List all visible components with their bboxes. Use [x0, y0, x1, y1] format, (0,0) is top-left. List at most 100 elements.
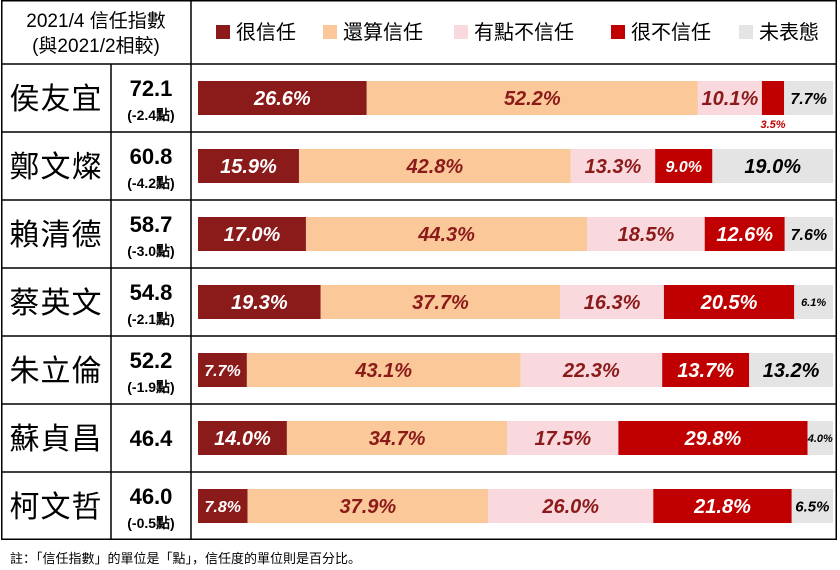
politician-name: 鄭文燦: [10, 150, 103, 185]
data-label: 12.6%: [716, 224, 773, 246]
data-label: 26.6%: [253, 88, 311, 110]
politician-name: 柯文哲: [10, 490, 103, 525]
legend-label: 很信任: [236, 21, 296, 44]
bar-segment: [560, 285, 664, 319]
bar-segment: [704, 217, 785, 251]
bar-segment: [198, 149, 299, 183]
bar-segment: [663, 285, 795, 319]
data-label: 16.3%: [584, 292, 641, 314]
trust-index-value: 46.4: [130, 426, 174, 451]
data-label: 22.3%: [562, 360, 620, 382]
data-label: 17.5%: [534, 428, 591, 450]
politician-name: 蘇貞昌: [10, 422, 103, 457]
politician-name: 侯友宜: [10, 82, 103, 117]
bar-segment: [697, 81, 762, 115]
politician-name: 朱立倫: [10, 354, 103, 389]
bar-segment: [784, 81, 833, 115]
legend-swatch: [323, 25, 337, 39]
data-label: 52.2%: [504, 88, 561, 110]
data-label: 13.3%: [585, 156, 642, 178]
politician-name: 賴清德: [10, 218, 103, 253]
data-label: 37.7%: [412, 292, 469, 314]
bar-segment: [655, 149, 713, 183]
data-label: 44.3%: [417, 224, 475, 246]
legend-swatch: [611, 25, 625, 39]
bar-segment: [320, 285, 561, 319]
chart-svg: 2021/4 信任指數 (與2021/2相較) 很信任 還算信任 有點不信任 很不信任 未表…: [1, 0, 837, 540]
bar-segment: [198, 353, 247, 387]
data-label: 19.3%: [231, 292, 288, 314]
bar-segment: [298, 149, 571, 183]
data-label: 37.9%: [340, 496, 397, 518]
trust-index-value: 52.2: [130, 348, 173, 373]
bar-segment: [198, 489, 248, 523]
trust-index-value: 60.8: [130, 144, 173, 169]
bar-segment: [749, 353, 833, 387]
bar-segment: [305, 217, 588, 251]
politician-name: 蔡英文: [10, 286, 103, 321]
trust-index-change: (-2.4點): [127, 107, 174, 123]
data-label: 19.0%: [744, 156, 801, 178]
bar-segment: [247, 489, 489, 523]
data-label: 4.0%: [807, 433, 833, 445]
legend-label: 很不信任: [631, 21, 711, 44]
bar-segment: [198, 81, 367, 115]
legend-swatch: [216, 25, 230, 39]
table-border: [1, 0, 837, 540]
legend-label: 有點不信任: [474, 21, 574, 44]
legend-swatch: [454, 25, 468, 39]
data-label: 9.0%: [666, 159, 702, 176]
data-label: 21.8%: [693, 496, 751, 518]
data-label: 13.2%: [763, 360, 820, 382]
data-label: 43.1%: [354, 360, 412, 382]
data-label: 18.5%: [618, 224, 675, 246]
data-label: 20.5%: [700, 292, 758, 314]
header-title: 2021/4 信任指數: [26, 10, 165, 32]
bar-segment: [246, 353, 521, 387]
header-subtitle: (與2021/2相較): [32, 35, 160, 57]
footnote: 註：「信任指數」的單位是「點」，信任度的單位則是百分比。: [10, 552, 362, 567]
data-label: 7.7%: [790, 91, 826, 108]
trust-index-change: (-1.9點): [127, 379, 174, 395]
bar-segment: [488, 489, 654, 523]
trust-index-value: 58.7: [130, 212, 173, 237]
bar-segment: [618, 421, 808, 455]
data-label: 3.5%: [761, 119, 786, 131]
data-label: 29.8%: [684, 428, 742, 450]
data-label: 14.0%: [214, 428, 271, 450]
bar-segment: [807, 421, 833, 455]
bar-segment: [507, 421, 619, 455]
legend-label: 還算信任: [343, 21, 423, 44]
bar-segment: [198, 421, 287, 455]
data-label: 15.9%: [220, 156, 277, 178]
bar-segment: [791, 489, 833, 523]
legend-swatch: [739, 25, 753, 39]
bar-segment: [712, 149, 833, 183]
trust-index-change: (-2.1點): [127, 311, 174, 327]
bar-segment: [794, 285, 833, 319]
bar-segment: [198, 285, 321, 319]
bar-segment: [520, 353, 663, 387]
bar-segment: [570, 149, 656, 183]
legend-label: 未表態: [759, 21, 819, 44]
data-label: 10.1%: [702, 88, 759, 110]
trust-chart: 2021/4 信任指數 (與2021/2相較) 很信任 還算信任 有點不信任 很不信任 未表…: [1, 0, 837, 540]
bar-segment: [286, 421, 508, 455]
bar-segment: [653, 489, 792, 523]
data-label: 13.7%: [677, 360, 734, 382]
data-label: 6.1%: [801, 297, 826, 309]
data-label: 26.0%: [541, 496, 599, 518]
trust-index-change: (-4.2點): [127, 175, 174, 191]
data-label: 7.6%: [791, 227, 827, 244]
bar-segment: [662, 353, 750, 387]
bar-segment: [587, 217, 705, 251]
bar-segment: [761, 81, 785, 115]
trust-index-value: 46.0: [130, 484, 173, 509]
data-label: 7.7%: [204, 363, 240, 380]
bar-segment: [784, 217, 833, 251]
data-label: 34.7%: [369, 428, 426, 450]
data-label: 17.0%: [224, 224, 281, 246]
data-label: 7.8%: [205, 499, 241, 516]
trust-index-value: 72.1: [130, 76, 173, 101]
trust-index-value: 54.8: [130, 280, 173, 305]
